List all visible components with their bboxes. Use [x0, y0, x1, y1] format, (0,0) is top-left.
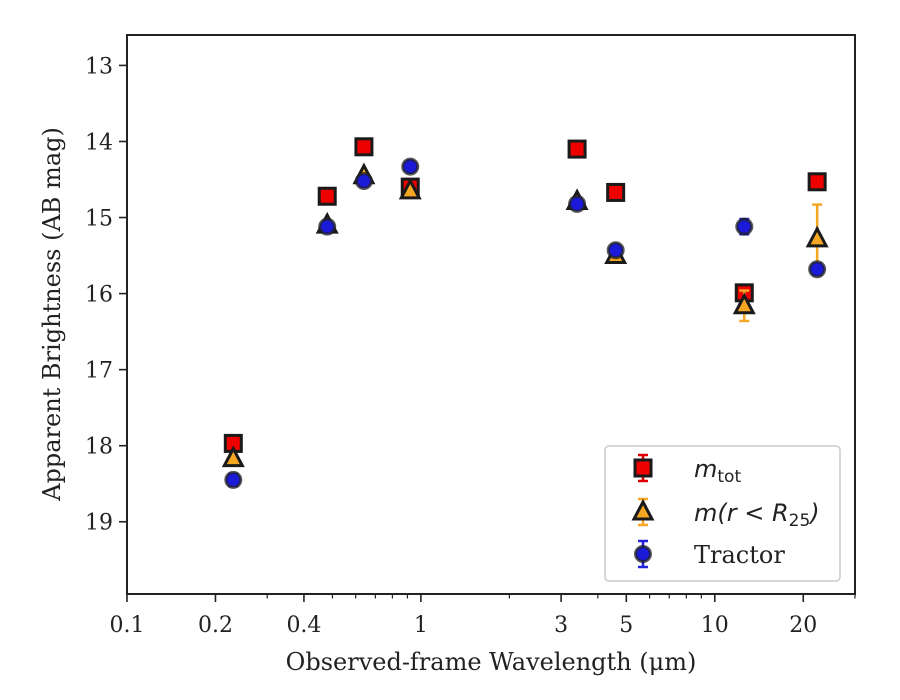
triangle-marker	[398, 177, 422, 200]
x-tick-label: 20	[789, 613, 817, 638]
y-tick-label: 14	[85, 130, 113, 155]
y-tick-label: 18	[85, 435, 113, 460]
legend-box	[604, 445, 841, 582]
x-tick-label: 10	[701, 613, 729, 638]
x-tick-label: 5	[619, 613, 633, 638]
y-tick-label: 13	[85, 54, 113, 79]
square-marker	[317, 186, 337, 206]
triangle-marker	[805, 225, 829, 248]
legend: mtot m(r < R25) Tractor	[604, 445, 841, 582]
circle-marker	[224, 470, 243, 489]
x-axis-title: Observed-frame Wavelength (μm)	[286, 648, 697, 676]
legend-triangle-marker	[631, 498, 655, 521]
x-tick-label: 0.2	[198, 613, 233, 638]
square-marker	[606, 182, 626, 202]
square-marker	[567, 139, 587, 159]
axis-ticks	[119, 64, 856, 602]
circle-marker	[318, 217, 337, 236]
y-axis-title: Apparent Brightness (AB mag)	[38, 127, 66, 502]
circle-marker	[354, 172, 373, 191]
y-tick-label: 15	[85, 207, 113, 232]
square-marker	[807, 172, 827, 192]
circle-marker	[401, 157, 420, 176]
x-tick-label: 1	[414, 613, 428, 638]
circle-marker	[808, 260, 827, 279]
circle-marker	[606, 241, 625, 260]
x-tick-label: 0.1	[110, 613, 145, 638]
x-tick-label: 3	[554, 613, 568, 638]
legend-label: m(r < R25)	[694, 499, 820, 531]
circle-marker	[568, 194, 587, 213]
triangle-marker	[221, 445, 245, 468]
square-marker	[354, 137, 374, 157]
legend-label: mtot	[694, 455, 741, 487]
circle-marker	[735, 217, 754, 236]
series-circle	[224, 157, 827, 489]
legend-square-marker	[633, 458, 653, 478]
x-tick-label: 0.4	[286, 613, 321, 638]
triangle-marker	[732, 292, 756, 315]
legend-label: Tractor	[694, 541, 785, 569]
legend-circle-marker	[634, 545, 652, 563]
y-tick-label: 17	[85, 359, 113, 384]
data-markers	[221, 137, 829, 489]
y-tick-label: 16	[85, 283, 113, 308]
y-tick-label: 19	[85, 511, 113, 536]
